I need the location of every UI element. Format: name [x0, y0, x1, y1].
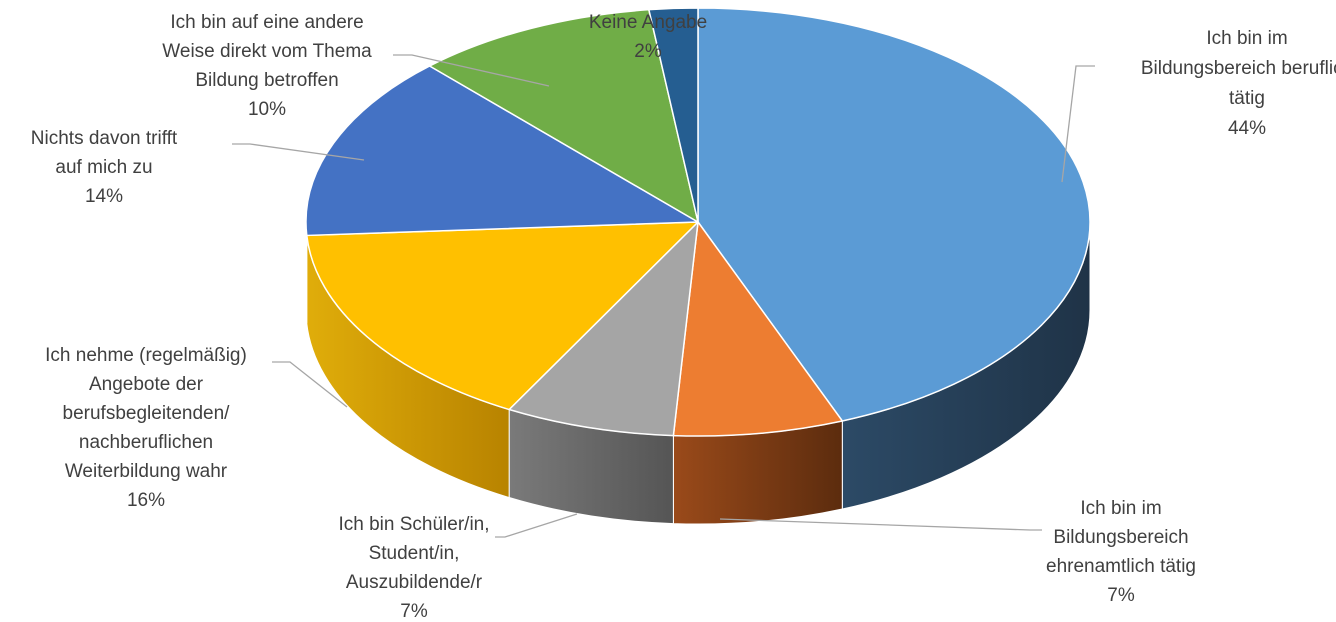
- leader-line-3: [272, 361, 348, 408]
- slice-label-6: Keine Angabe: [589, 12, 707, 33]
- pie-slice-3: [306, 221, 699, 411]
- slice-label-2: Ich bin Schüler/in,: [338, 514, 489, 535]
- slice-value-label-1: 7%: [1107, 585, 1135, 606]
- slice-label-1: Ich bin im: [1080, 498, 1161, 519]
- slice-value-label-0: 44%: [1228, 118, 1266, 139]
- pie-slice-1: [672, 221, 844, 437]
- slice-label-0: Bildungsbereich beruflich: [1141, 58, 1336, 79]
- leader-line-0: [1061, 65, 1095, 183]
- slice-label-2: Auszubildende/r: [346, 572, 483, 593]
- slice-label-2: Student/in,: [369, 543, 460, 564]
- slice-label-1: ehrenamtlich tätig: [1046, 556, 1196, 577]
- slice-value-label-6: 2%: [634, 41, 662, 62]
- slice-label-3: nachberuflichen: [79, 432, 213, 453]
- slice-value-label-4: 14%: [85, 186, 123, 207]
- slice-label-4: Nichts davon trifft: [31, 128, 178, 149]
- leader-line-4: [232, 143, 365, 161]
- pie-slice-5: [428, 8, 699, 223]
- slice-label-5: Ich bin auf eine andere: [170, 12, 363, 33]
- leader-line-2: [495, 513, 578, 538]
- pie-slice-0: [697, 7, 1091, 422]
- leader-line-5: [393, 54, 550, 87]
- pie-slice-4: [305, 65, 699, 237]
- slice-label-3: berufsbegleitenden/: [63, 403, 231, 424]
- slice-value-label-5: 10%: [248, 99, 286, 120]
- pie-slice-6: [648, 7, 699, 223]
- leader-line-1: [719, 518, 1042, 531]
- slice-label-3: Weiterbildung wahr: [65, 461, 228, 482]
- pie-slice-2: [508, 221, 699, 437]
- slice-value-label-2: 7%: [400, 601, 428, 622]
- slice-label-5: Weise direkt vom Thema: [162, 41, 372, 62]
- slice-label-0: Ich bin im: [1206, 28, 1287, 49]
- slice-label-0: tätig: [1229, 88, 1265, 109]
- slice-label-3: Angebote der: [89, 374, 204, 395]
- slice-label-1: Bildungsbereich: [1053, 527, 1188, 548]
- slice-label-3: Ich nehme (regelmäßig): [45, 345, 247, 366]
- slice-value-label-3: 16%: [127, 490, 165, 511]
- slice-label-4: auf mich zu: [55, 157, 152, 178]
- slice-label-5: Bildung betroffen: [195, 70, 338, 91]
